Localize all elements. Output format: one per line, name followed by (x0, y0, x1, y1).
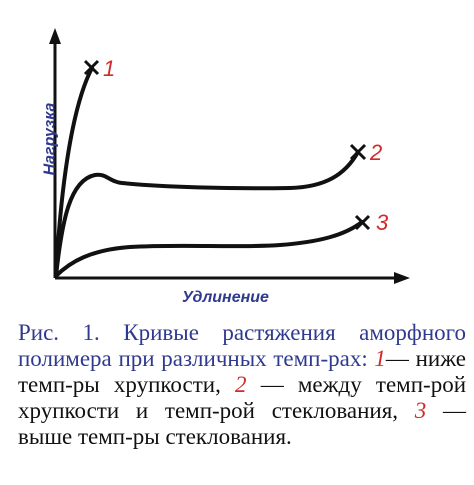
caption-prefix: Рис. 1. Кривые растяжения аморфного поли… (18, 320, 466, 371)
curve-2-break-mark (349, 143, 367, 161)
curve-1-label: 1 (103, 56, 116, 81)
stress-strain-diagram: Нагрузка Удлинение 1 2 3 (41, 28, 410, 306)
curve-1-break-mark (83, 59, 100, 76)
curve-3-break-mark (354, 214, 371, 231)
x-axis-arrow (394, 272, 410, 284)
caption-num-2: 2 (235, 372, 247, 397)
curve-3 (54, 220, 364, 278)
y-axis-arrow (49, 28, 61, 44)
curve-2 (54, 150, 360, 278)
curve-2-label: 2 (370, 140, 383, 165)
y-axis-label: Нагрузка (41, 102, 59, 176)
caption-text-3: — выше темп-ры стеклования. (18, 398, 467, 449)
curve-3-label: 3 (376, 210, 389, 235)
caption-num-1: 1 (374, 346, 386, 371)
x-axis-label: Удлинение (182, 289, 269, 306)
caption-text-2: — между темп-рой хрупкости и темп-рой ст… (18, 372, 467, 423)
figure-caption: Рис. 1. Кривые растяжения аморфного поли… (18, 320, 466, 450)
caption-text-1: — ниже темп-ры хрупкости, (18, 346, 467, 397)
diagram-canvas (49, 28, 410, 284)
caption-num-3: 3 (414, 398, 427, 423)
